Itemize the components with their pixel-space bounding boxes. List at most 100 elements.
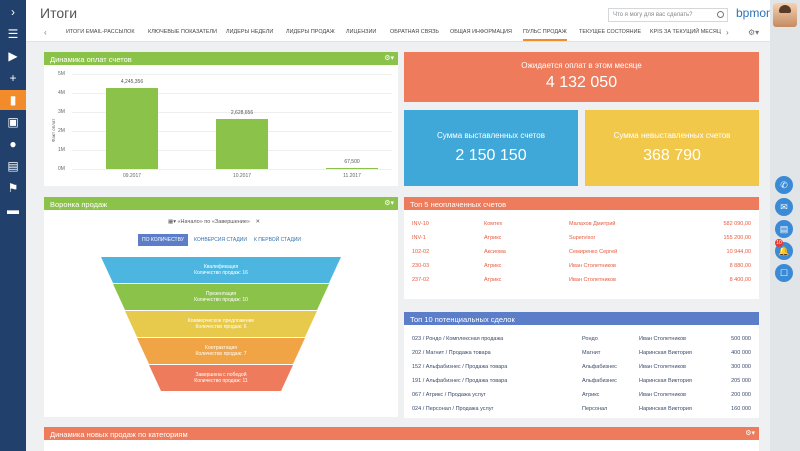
- tab-licenses[interactable]: ЛИЦЕНЗИИ: [346, 29, 377, 35]
- y-tick-label: 0M: [58, 166, 65, 172]
- table-cell: 067 / Атрикс / Продажа услуг: [412, 392, 486, 398]
- tab-feedback[interactable]: ОБРАТНАЯ СВЯЗЬ: [390, 29, 440, 35]
- close-icon[interactable]: ✕: [255, 219, 261, 225]
- flag-icon[interactable]: ⚑: [7, 181, 19, 195]
- funnel-stage[interactable]: Презентация Количество продаж: 10: [113, 284, 329, 310]
- table-row[interactable]: 067 / Атрикс / Продажа услуг Атрикс Иван С…: [412, 388, 757, 402]
- tasks-icon[interactable]: ☐: [775, 264, 793, 282]
- table-cell: 237-02: [412, 277, 430, 283]
- tab-sales-pulse[interactable]: ПУЛЬС ПРОДАЖ: [523, 29, 567, 41]
- table-cell: Наринская Виктория: [639, 350, 692, 356]
- y-tick-label: 4M: [58, 90, 65, 96]
- funnel-stage[interactable]: Квалификация Количество продаж: 16: [101, 257, 341, 283]
- table-row[interactable]: 237-02 Атрикс Иван Столетников 8 400,00: [412, 273, 757, 287]
- funnel-tab-count[interactable]: ПО КОЛИЧЕСТВУ: [138, 234, 188, 246]
- tab-kpi[interactable]: КЛЮЧЕВЫЕ ПОКАЗАТЕЛИ: [148, 29, 218, 35]
- notifications-icon[interactable]: 🔔 10: [775, 239, 793, 260]
- table-cell: Семиренко Сергей: [569, 249, 618, 255]
- kpi-not-invoiced-title: Сумма невыставленных счетов: [613, 131, 731, 140]
- y-tick-label: 1M: [58, 147, 65, 153]
- tab-sales-leaders[interactable]: ЛИДЕРЫ ПРОДАЖ: [286, 29, 335, 35]
- tab-email[interactable]: ИТОГИ EMAIL-РАССЫЛОК: [66, 29, 135, 35]
- right-bar: ✆ ✉ ▤ 🔔 10 ☐: [770, 0, 800, 451]
- email-icon[interactable]: ✉: [775, 198, 793, 216]
- tabs-left-arrow-icon[interactable]: ‹: [44, 28, 47, 37]
- panel-menu-icon[interactable]: ⚙▾: [745, 430, 755, 437]
- calendar-icon[interactable]: ▦▾: [168, 219, 176, 225]
- y-tick-label: 5M: [58, 71, 65, 77]
- funnel-filter-text: «Начало» по «Завершение»: [177, 219, 251, 225]
- table-row[interactable]: 202 / Магнит / Продажа товара Магнит Нарин…: [412, 346, 757, 360]
- category-label: 10.2017: [232, 173, 252, 179]
- tab-current-state[interactable]: ТЕКУЩЕЕ СОСТОЯНИЕ: [579, 29, 642, 35]
- page-title: Итоги: [40, 5, 78, 21]
- table-cell: 205 000: [731, 378, 751, 384]
- funnel-stage-count: Количество продаж: 16: [194, 270, 248, 276]
- analytics-icon[interactable]: ▮: [0, 90, 26, 110]
- chevron-right-icon[interactable]: ›: [11, 5, 15, 19]
- top10-header: Топ 10 потенциальных сделок: [404, 312, 759, 325]
- table-row[interactable]: 152 / Альфабизнес / Продажа товара Альфаб…: [412, 360, 757, 374]
- table-cell: Альфабизнес: [582, 378, 617, 384]
- plus-icon[interactable]: +: [9, 71, 17, 85]
- table-cell: Атрикс: [484, 263, 502, 269]
- table-row[interactable]: 230-03 Атрикс Иван Столетников 8 880,00: [412, 259, 757, 273]
- gridline: [72, 74, 392, 75]
- feed-icon[interactable]: ▤: [775, 220, 793, 238]
- search-icon[interactable]: [717, 11, 724, 18]
- table-row[interactable]: INV-10 Комтех Малахов Дмитрий 582 090,00: [412, 217, 757, 231]
- funnel-tab-first-stage[interactable]: К ПЕРВОЙ СТАДИИ: [254, 237, 302, 243]
- table-cell: Иван Столетников: [569, 263, 616, 269]
- table-row[interactable]: INV-1 Атрикс Supervisor 155 200,00: [412, 231, 757, 245]
- person-icon[interactable]: ●: [9, 137, 17, 151]
- funnel-stage-name: Презентация: [205, 291, 237, 297]
- kpi-invoiced-title: Сумма выставленных счетов: [437, 131, 545, 140]
- table-row[interactable]: 191 / Альфабизнес / Продажа товара Альфаб…: [412, 374, 757, 388]
- table-cell: 300 000: [731, 364, 751, 370]
- kpi-invoiced-value: 2 150 150: [455, 147, 527, 164]
- new-sales-header: Динамика новых продаж по категориям ⚙▾: [44, 427, 759, 440]
- table-row[interactable]: 102-02 Аксиома Семиренко Сергей 10 944,00: [412, 245, 757, 259]
- bar[interactable]: [216, 119, 268, 169]
- funnel-tab-conversion[interactable]: КОНВЕРСИЯ СТАДИИ: [194, 237, 247, 243]
- funnel-stage-count: Количество продаж: 7: [195, 351, 247, 357]
- panel-menu-icon[interactable]: ⚙▾: [384, 200, 394, 207]
- funnel-stage[interactable]: Коммерческое предложение Количество прода…: [125, 311, 317, 337]
- tab-kpis-month[interactable]: KPIS ЗА ТЕКУЩИЙ МЕСЯЦ: [650, 29, 721, 35]
- table-row[interactable]: 023 / Рондо / Комплексная продажа Рондо Ив…: [412, 332, 757, 346]
- top10-panel: Топ 10 потенциальных сделок 023 / Рондо …: [404, 312, 759, 418]
- table-cell: Атрикс: [484, 235, 502, 241]
- funnel-stage-count: Количество продаж: 6: [195, 324, 247, 330]
- gear-icon[interactable]: ⚙▾: [748, 28, 760, 37]
- phone-icon[interactable]: ✆: [775, 176, 793, 194]
- search-input[interactable]: Что я могу для вас сделать?: [608, 8, 728, 22]
- menu-icon[interactable]: ☰: [7, 27, 19, 41]
- play-icon[interactable]: ▶: [8, 49, 18, 63]
- table-row[interactable]: 024 / Персонал / Продажа услуг Персонал На…: [412, 402, 757, 416]
- table-cell: Атрикс: [582, 392, 600, 398]
- org-icon[interactable]: ▤: [7, 159, 19, 173]
- table-cell: 023 / Рондо / Комплексная продажа: [412, 336, 504, 342]
- table-cell: Персонал: [582, 406, 608, 412]
- avatar[interactable]: [773, 3, 797, 27]
- table-cell: Supervisor: [569, 235, 596, 241]
- tab-week-leaders[interactable]: ЛИДЕРЫ НЕДЕЛИ: [226, 29, 274, 35]
- table-cell: Комтех: [484, 221, 503, 227]
- y-tick-label: 2M: [58, 128, 65, 134]
- table-cell: 160 000: [731, 406, 751, 412]
- bar[interactable]: [326, 167, 378, 169]
- funnel-stage-name: Квалификация: [203, 264, 239, 270]
- panel-menu-icon[interactable]: ⚙▾: [384, 55, 394, 62]
- bar[interactable]: [106, 88, 158, 169]
- table-cell: INV-1: [412, 235, 426, 241]
- tab-general[interactable]: ОБЩАЯ ИНФОРМАЦИЯ: [450, 29, 513, 35]
- chat-icon[interactable]: ▬: [7, 203, 19, 217]
- table-cell: Малахов Дмитрий: [569, 221, 616, 227]
- table-cell: 024 / Персонал / Продажа услуг: [412, 406, 494, 412]
- contacts-card-icon[interactable]: ▣: [7, 115, 19, 129]
- funnel-stage[interactable]: Контрактация Количество продаж: 7: [137, 338, 305, 364]
- table-cell: 582 090,00: [723, 221, 751, 227]
- funnel-filter[interactable]: ▦▾ «Начало» по «Завершение» ✕: [168, 219, 260, 225]
- funnel-stage[interactable]: Завершена с победой Количество продаж: 11: [149, 365, 293, 391]
- tabs-right-arrow-icon[interactable]: ›: [726, 28, 729, 37]
